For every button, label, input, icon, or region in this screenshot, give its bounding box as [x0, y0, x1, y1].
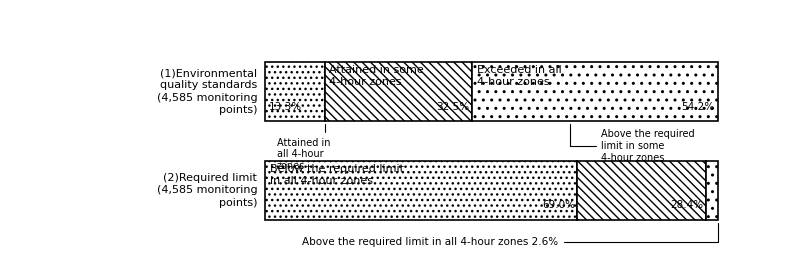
- Text: 13.3%: 13.3%: [268, 102, 301, 112]
- Bar: [325, 62, 472, 121]
- Text: 28.4%: 28.4%: [670, 200, 703, 210]
- Text: (1)Environmental
quality standards
(4,585 monitoring
points): (1)Environmental quality standards (4,58…: [156, 68, 257, 115]
- Text: 54.2%: 54.2%: [682, 102, 714, 112]
- Bar: [578, 161, 706, 220]
- Text: Exceeded in all
4-hour zones: Exceeded in all 4-hour zones: [477, 65, 562, 87]
- Bar: [264, 62, 325, 121]
- Text: (2)Required limit
(4,585 monitoring
points): (2)Required limit (4,585 monitoring poin…: [156, 173, 257, 208]
- Bar: [264, 161, 578, 220]
- Text: Below the required limit
in all 4-hour zones: Below the required limit in all 4-hour z…: [270, 164, 404, 186]
- Text: Above the required limit in all 4-hour zones 2.6%: Above the required limit in all 4-hour z…: [302, 222, 718, 247]
- Bar: [472, 62, 718, 121]
- Text: 32.5%: 32.5%: [437, 102, 469, 112]
- Bar: [706, 161, 718, 220]
- Text: 69.0%: 69.0%: [541, 200, 575, 210]
- Text: Attained in some
4-hour zones: Attained in some 4-hour zones: [328, 65, 424, 87]
- Text: Attained in
all 4-hour
zones: Attained in all 4-hour zones: [276, 124, 330, 171]
- Text: Above the required
limit in some
4-hour zones: Above the required limit in some 4-hour …: [570, 124, 695, 163]
